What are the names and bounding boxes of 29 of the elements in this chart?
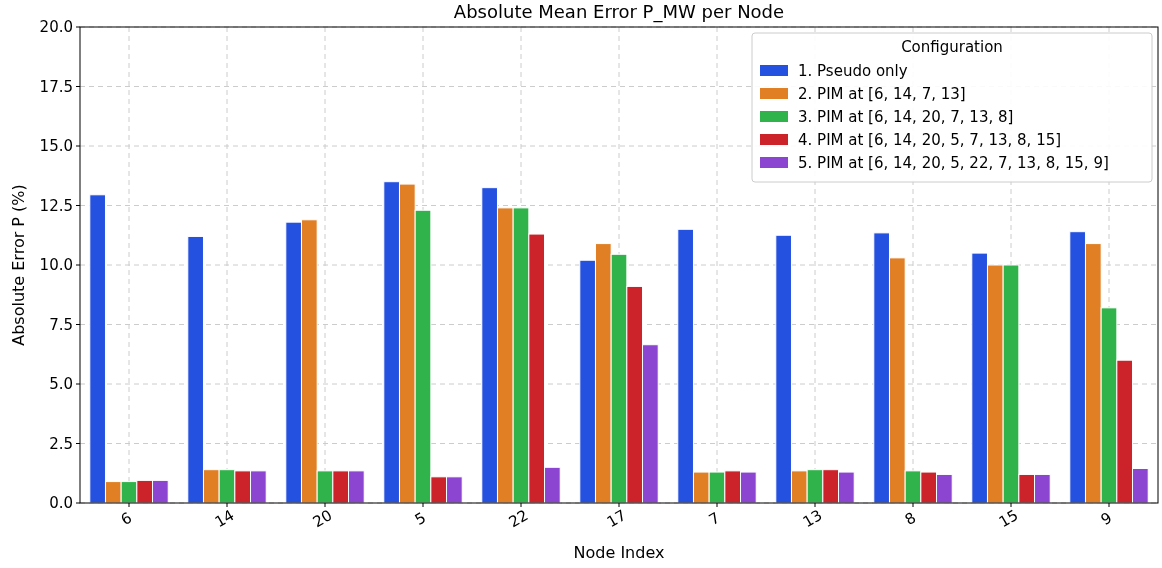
y-tick-label: 17.5 (39, 77, 73, 96)
x-tick-label: 7 (705, 508, 724, 529)
y-tick-label: 12.5 (39, 196, 73, 215)
x-tick-label: 8 (901, 508, 920, 529)
y-axis-title: Absolute Error P (%) (9, 184, 28, 346)
x-tick-label: 5 (411, 508, 430, 529)
y-tick-label: 10.0 (39, 256, 73, 275)
y-tick-label: 2.5 (49, 434, 73, 453)
legend-title: Configuration (901, 38, 1003, 56)
legend-label: 4. PIM at [6, 14, 20, 5, 7, 13, 8, 15] (798, 131, 1062, 150)
x-tick-label: 22 (505, 506, 532, 532)
y-tick-label: 5.0 (49, 375, 73, 394)
x-tick-label: 13 (799, 506, 826, 532)
legend-label: 1. Pseudo only (798, 62, 908, 81)
legend-label: 2. PIM at [6, 14, 7, 13] (798, 85, 966, 104)
y-tick-label: 15.0 (39, 137, 73, 156)
x-tick-label: 15 (995, 506, 1022, 532)
x-tick-label: 17 (603, 506, 630, 532)
x-tick-label: 9 (1097, 508, 1116, 529)
x-tick-label: 6 (117, 508, 136, 529)
chart-title: Absolute Mean Error P_MW per Node (453, 1, 785, 23)
y-tick-label: 7.5 (49, 315, 73, 334)
legend-label: 3. PIM at [6, 14, 20, 7, 13, 8] (798, 108, 1014, 127)
x-tick-label: 14 (211, 506, 238, 532)
legend-label: 5. PIM at [6, 14, 20, 5, 22, 7, 13, 8, 15, 9] (798, 154, 1109, 173)
x-tick-label: 20 (309, 506, 336, 532)
y-tick-label: 0.0 (49, 494, 73, 513)
y-tick-label: 20.0 (39, 18, 73, 37)
x-axis-title: Node Index (573, 543, 665, 562)
